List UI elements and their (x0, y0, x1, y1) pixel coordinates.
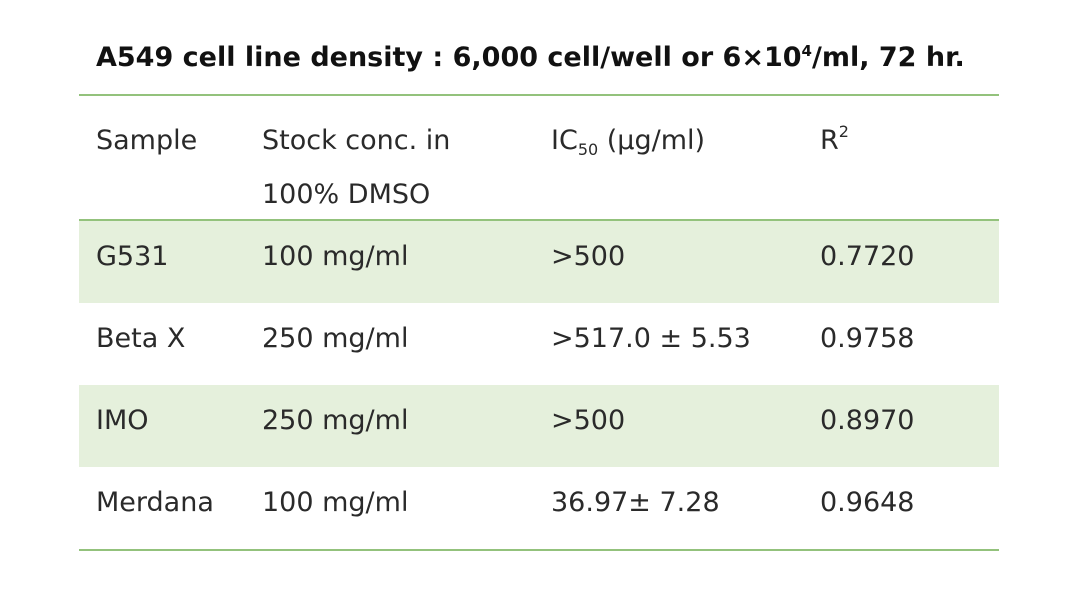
header-sample: Sample (96, 125, 198, 156)
header-ic-prefix: IC (551, 125, 578, 156)
caption-prefix: A549 cell line density : 6,000 cell/well… (96, 42, 802, 73)
cell-sample: IMO (96, 405, 149, 436)
header-ic-suffix: (µg/ml) (598, 125, 706, 156)
table-row: Merdana 100 mg/ml 36.97± 7.28 0.9648 (79, 467, 999, 549)
header-stock-line1: Stock conc. in (262, 125, 451, 156)
header-r-superscript: 2 (838, 122, 849, 141)
cell-r2: 0.9758 (820, 323, 915, 354)
header-stock-line2: 100% DMSO (262, 179, 431, 210)
cell-stock: 100 mg/ml (262, 487, 409, 518)
cell-sample: Merdana (96, 487, 214, 518)
cell-ic50: >500 (551, 405, 626, 436)
cell-sample: G531 (96, 241, 169, 272)
header-ic50: IC50 (µg/ml) (551, 114, 705, 168)
cell-stock: 250 mg/ml (262, 405, 409, 436)
results-table: Sample Stock conc. in 100% DMSO IC50 (µg… (79, 94, 999, 551)
header-ic-subscript: 50 (577, 140, 599, 159)
header-stock-conc: Stock conc. in 100% DMSO (262, 114, 450, 222)
cell-ic50: 36.97± 7.28 (551, 487, 720, 518)
cell-stock: 250 mg/ml (262, 323, 409, 354)
table-row: Beta X 250 mg/ml >517.0 ± 5.53 0.9758 (79, 303, 999, 385)
bottom-rule (79, 549, 999, 551)
header-r-squared: R2 (820, 114, 849, 168)
cell-stock: 100 mg/ml (262, 241, 409, 272)
top-rule (79, 94, 999, 96)
table-header-row: Sample Stock conc. in 100% DMSO IC50 (µg… (79, 96, 999, 219)
caption-superscript: 4 (801, 42, 812, 60)
cell-sample: Beta X (96, 323, 186, 354)
cell-r2: 0.7720 (820, 241, 915, 272)
cell-ic50: >500 (551, 241, 626, 272)
table-row: IMO 250 mg/ml >500 0.8970 (79, 385, 999, 467)
caption-suffix: /ml, 72 hr. (811, 42, 965, 73)
cell-ic50: >517.0 ± 5.53 (551, 323, 751, 354)
table-caption: A549 cell line density : 6,000 cell/well… (96, 42, 965, 73)
cell-r2: 0.9648 (820, 487, 915, 518)
header-rule (79, 219, 999, 221)
table-row: G531 100 mg/ml >500 0.7720 (79, 221, 999, 303)
cell-r2: 0.8970 (820, 405, 915, 436)
header-r-prefix: R (820, 125, 839, 156)
